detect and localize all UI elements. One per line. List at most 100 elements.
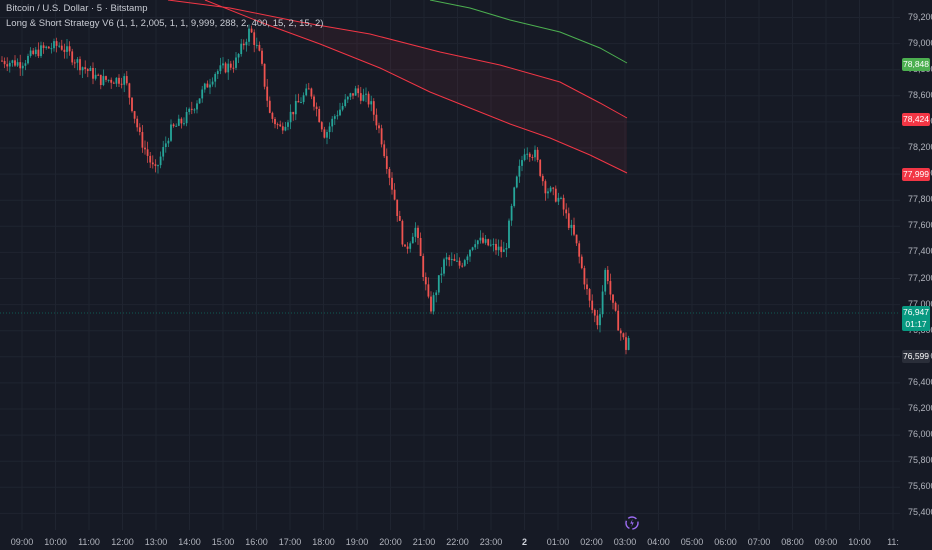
candle-up — [518, 165, 521, 177]
time-tick-label: 01:00 — [546, 537, 570, 547]
replay-icon[interactable] — [624, 515, 640, 531]
candle-down — [144, 147, 146, 150]
candle-down — [190, 108, 193, 110]
candle-up — [40, 45, 42, 57]
candle-down — [128, 83, 131, 98]
candle-up — [53, 41, 55, 49]
candle-down — [99, 74, 102, 86]
time-tick-label: 20:00 — [379, 537, 402, 547]
candle-down — [86, 69, 89, 71]
candle-down — [14, 60, 16, 66]
candle-up — [599, 314, 601, 326]
candle-up — [287, 122, 289, 127]
candle-up — [450, 258, 453, 261]
time-tick-label: 12:00 — [111, 537, 134, 547]
candle-up — [515, 176, 518, 188]
candle-down — [60, 45, 63, 50]
candle-down — [593, 309, 596, 316]
candle-down — [544, 181, 547, 194]
price-tick-label: 77,600 — [908, 220, 932, 231]
candle-down — [138, 127, 141, 133]
candle-down — [180, 118, 183, 124]
candle-down — [42, 45, 45, 48]
candle-down — [406, 246, 409, 249]
candle-up — [21, 65, 24, 69]
candle-up — [463, 260, 466, 266]
candle-down — [453, 258, 456, 261]
candle-up — [414, 227, 417, 237]
candle-down — [37, 49, 40, 57]
candle-down — [19, 62, 22, 69]
candle-down — [391, 177, 393, 190]
candle-up — [339, 109, 341, 116]
candle-down — [565, 209, 568, 214]
candle-up — [508, 220, 510, 249]
candle-down — [554, 188, 557, 202]
candle-up — [466, 256, 469, 261]
candle-up — [526, 153, 529, 155]
candle-down — [625, 337, 627, 350]
symbol-title[interactable]: Bitcoin / U.S. Dollar · 5 · Bitstamp — [6, 3, 148, 14]
time-tick-label: 2 — [521, 537, 528, 547]
candle-down — [596, 315, 599, 326]
candle-down — [562, 197, 565, 210]
strategy-bands — [167, 0, 628, 174]
time-tick-label: 21:00 — [412, 537, 436, 547]
candle-up — [560, 197, 562, 199]
price-tick-label: 79,000 — [908, 37, 932, 48]
candle-down — [232, 67, 235, 69]
candle-up — [284, 126, 287, 131]
candle-up — [162, 147, 165, 157]
candle-down — [424, 277, 427, 285]
candle-up — [102, 76, 105, 86]
time-tick-label: 18:00 — [312, 537, 335, 547]
candle-up — [627, 338, 630, 350]
candle-up — [29, 50, 32, 56]
candle-down — [141, 132, 144, 148]
candle-up — [326, 132, 328, 138]
candle-down — [281, 126, 284, 131]
candle-down — [68, 46, 71, 52]
candle-down — [583, 268, 586, 285]
candle-down — [487, 239, 490, 246]
indicator-title[interactable]: Long & Short Strategy V6 (1, 1, 2,005, 1… — [6, 18, 324, 29]
time-tick-label: 14:00 — [178, 537, 201, 547]
candle-down — [552, 187, 555, 189]
candle-up — [170, 124, 172, 141]
time-tick-label: 09:00 — [10, 537, 34, 547]
candle-up — [235, 57, 237, 68]
candle-down — [79, 59, 81, 71]
candle-up — [497, 246, 500, 251]
candle-up — [331, 118, 334, 127]
candle-down — [422, 256, 425, 278]
candle-up — [214, 74, 217, 82]
candle-up — [354, 88, 357, 96]
candle-down — [149, 155, 152, 163]
countdown-badge: 01:17 — [902, 318, 930, 331]
candle-up — [534, 149, 536, 158]
candle-up — [476, 240, 479, 245]
price-tick-label: 76,400 — [908, 376, 932, 387]
candle-up — [211, 81, 214, 85]
candle-up — [24, 63, 27, 66]
candle-up — [300, 102, 302, 104]
candle-down — [92, 67, 94, 79]
candle-down — [55, 41, 58, 46]
candle-up — [198, 98, 201, 104]
candle-up — [513, 187, 516, 206]
candle-down — [419, 237, 422, 257]
candle-up — [216, 71, 219, 75]
candle-up — [344, 99, 347, 106]
candle-up — [248, 28, 250, 42]
red-band-fill — [168, 0, 627, 173]
candle-down — [250, 28, 253, 33]
candle-up — [50, 48, 53, 50]
red-band-lower-badge: 77,999 — [902, 168, 930, 181]
candle-up — [66, 46, 68, 52]
time-tick-label: 04:00 — [647, 537, 670, 547]
candle-up — [76, 59, 79, 63]
candle-down — [573, 224, 575, 235]
time-tick-label: 23:00 — [479, 537, 503, 547]
candle-down — [388, 168, 391, 178]
